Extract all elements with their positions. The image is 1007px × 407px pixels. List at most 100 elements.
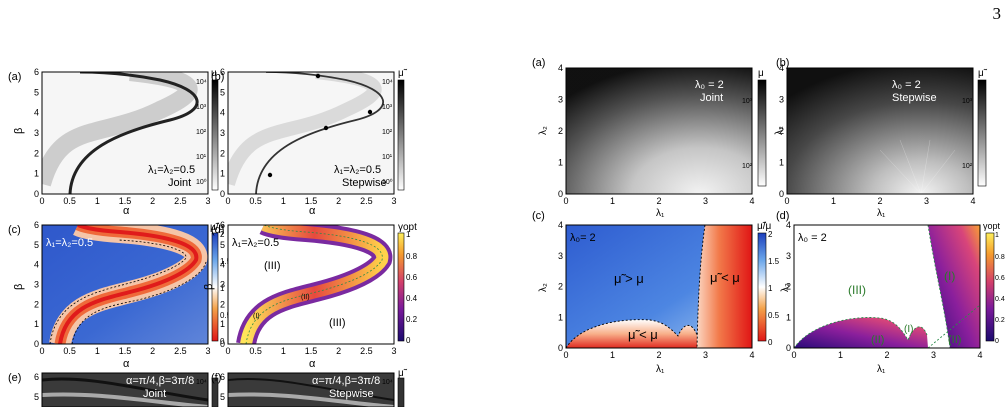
- y-tick-label: 1: [34, 319, 39, 329]
- colorbar-tick: 10⁴: [382, 379, 393, 386]
- colorbar: [211, 79, 219, 191]
- colorbar-tick: 0: [768, 338, 773, 347]
- colorbar-tick: 0: [220, 337, 225, 346]
- y-tick-label: 1: [779, 158, 784, 168]
- x-axis-label: λ₁: [877, 208, 886, 219]
- y-tick-label: 3: [220, 128, 225, 138]
- region-label: (I): [253, 313, 260, 320]
- y-tick-label: 3: [558, 95, 563, 105]
- y-axis-label: λ₂: [538, 126, 549, 135]
- x-tick-label: 0: [563, 196, 568, 206]
- page-number: 3: [992, 4, 1002, 23]
- y-tick-label: 4: [558, 63, 563, 73]
- y-tick-label: 4: [220, 260, 225, 270]
- panel-label: (b): [211, 71, 224, 83]
- y-tick-label: 1: [220, 169, 225, 179]
- x-tick-label: 0: [791, 350, 796, 360]
- colorbar-tick: 10¹: [196, 154, 207, 161]
- annotation: Joint: [700, 92, 723, 104]
- y-tick-label: 5: [220, 392, 225, 402]
- y-tick-label: 0: [779, 189, 784, 199]
- annotation: Joint: [168, 177, 191, 189]
- colorbar-tick: 10³: [382, 104, 393, 111]
- x-tick-label: 4: [749, 196, 754, 206]
- y-tick-label: 6: [34, 220, 39, 230]
- y-axis-label: λ₂: [780, 283, 791, 292]
- x-tick-label: 2: [336, 346, 341, 356]
- region-label: (III): [329, 317, 346, 329]
- colorbar: [211, 377, 219, 407]
- colorbar-tick: 10²: [382, 129, 393, 136]
- y-tick-label: 5: [34, 392, 39, 402]
- annotation: λ₁=λ₂=0.5: [46, 237, 93, 249]
- x-tick-label: 2: [877, 196, 882, 206]
- colorbar-tick: 0.2: [406, 315, 418, 324]
- colorbar-tick: 0: [406, 336, 411, 345]
- y-tick-label: 5: [220, 87, 225, 97]
- colorbar: [757, 79, 767, 187]
- x-tick-label: 3: [205, 196, 210, 206]
- y-tick-label: 6: [220, 67, 225, 77]
- annotation: λ₀ = 2: [695, 79, 724, 91]
- y-tick-label: 3: [786, 251, 791, 261]
- panel-label: (b): [776, 57, 789, 69]
- panel-label: (a): [532, 57, 545, 69]
- y-tick-label: 4: [34, 108, 39, 118]
- colorbar-tick: 10⁴: [382, 79, 393, 86]
- y-tick-label: 2: [786, 282, 791, 292]
- y-axis-label: β: [13, 128, 25, 134]
- y-tick-label: 4: [786, 220, 791, 230]
- y-tick-label: 0: [34, 339, 39, 349]
- x-tick-label: 3: [391, 196, 396, 206]
- region-label: (I): [904, 324, 913, 335]
- annotation: λ₀ = 2: [892, 79, 921, 91]
- colorbar-title: μ̃/μ: [757, 221, 772, 232]
- annotation: Stepwise: [329, 388, 374, 400]
- colorbar-tick: 0.6: [995, 275, 1005, 282]
- x-tick-label: 3: [205, 346, 210, 356]
- y-tick-label: 5: [220, 240, 225, 250]
- x-tick-label: 2: [150, 346, 155, 356]
- y-tick-label: 1: [558, 312, 563, 322]
- colorbar-title: μ: [211, 68, 217, 79]
- y-tick-label: 6: [34, 372, 39, 382]
- x-tick-label: 0: [225, 346, 230, 356]
- colorbar-tick: 10²: [196, 129, 207, 136]
- x-tick-label: 2.5: [174, 346, 187, 356]
- x-tick-label: 4: [977, 350, 982, 360]
- y-tick-label: 3: [34, 280, 39, 290]
- y-tick-label: 2: [34, 148, 39, 158]
- panel-label: (e): [8, 372, 21, 384]
- x-tick-label: 2: [150, 196, 155, 206]
- x-axis-label: λ₁: [877, 364, 886, 375]
- y-tick-label: 2: [558, 126, 563, 136]
- region-label: (II): [871, 334, 884, 346]
- y-tick-label: 4: [34, 260, 39, 270]
- annotation: α=π/4,β=3π/8: [126, 375, 194, 387]
- annotation: λ₁=λ₂=0.5: [148, 164, 195, 176]
- annotation: λ₁=λ₂=0.5: [334, 164, 381, 176]
- left-panel-f: (f) α=π/4,β=3π/8 Stepwise μ̃ 10⁴: [211, 368, 408, 407]
- x-axis-label: α: [123, 205, 130, 217]
- colorbar-tick: 10⁰: [382, 178, 393, 186]
- right-panel-c: (c) λ₀= 2 μ̃ > μ μ̃ < μ μ̃ < μ λ₁ λ₂ μ̃/…: [532, 210, 780, 375]
- colorbar-tick: 10⁴: [196, 379, 207, 386]
- left-panel-d: (d) λ₁=λ₂=0.5 (III) (III) (I) (II) β α γ…: [203, 222, 418, 370]
- x-tick-label: 1: [610, 196, 615, 206]
- x-axis-label: α: [309, 205, 316, 217]
- y-tick-label: 3: [779, 95, 784, 105]
- y-tick-label: 3: [220, 280, 225, 290]
- panel-label: (c): [8, 224, 21, 236]
- colorbar-tick: 0.4: [995, 296, 1005, 303]
- y-tick-label: 6: [220, 372, 225, 382]
- x-tick-label: 2.5: [174, 196, 187, 206]
- y-tick-label: 0: [786, 343, 791, 353]
- x-tick-label: 3: [703, 196, 708, 206]
- colorbar-tick: 0.8: [995, 254, 1005, 261]
- colorbar: [985, 232, 995, 342]
- x-axis-label: λ₁: [656, 364, 665, 375]
- x-tick-label: 0.5: [249, 196, 262, 206]
- left-panel-a: (a) λ₁=λ₂=0.5 Joint α β μ 10⁴ 10³ 10² 10…: [8, 68, 219, 217]
- colorbar-tick: 10⁴: [196, 79, 207, 86]
